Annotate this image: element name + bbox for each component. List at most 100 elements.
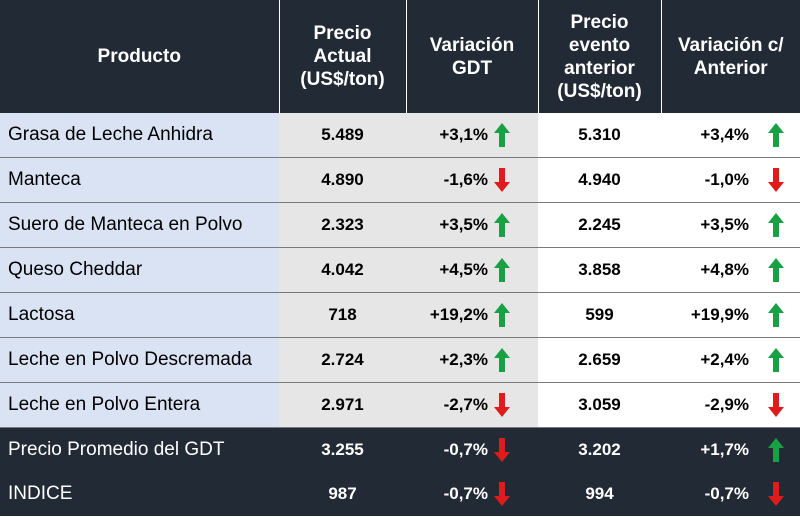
- gdt-change-arrow: [492, 427, 538, 472]
- previous-price: 994: [538, 472, 661, 516]
- arrow-down-icon: [767, 393, 784, 417]
- gdt-change-arrow: [492, 113, 538, 158]
- previous-change-arrow: [751, 202, 800, 248]
- gdt-change: +2,3%: [406, 337, 492, 383]
- header-previous-change-label: Variación c/ Anterior: [677, 34, 784, 79]
- current-price: 4.042: [279, 247, 406, 293]
- previous-price: 3.858: [538, 247, 661, 293]
- previous-price: 3.202: [538, 427, 661, 472]
- gdt-change-arrow: [492, 337, 538, 383]
- table-row: Lactosa 718 +19,2% 599 +19,9%: [0, 292, 800, 338]
- product-name: Lactosa: [0, 292, 279, 338]
- gdt-change-arrow: [492, 292, 538, 338]
- previous-change-arrow: [751, 157, 800, 203]
- gdt-change: +3,5%: [406, 202, 492, 248]
- current-price: 2.971: [279, 382, 406, 428]
- current-price: 987: [279, 472, 406, 516]
- previous-change: +4,8%: [661, 247, 751, 293]
- header-previous-price-label: Precio evento anterior (US$/ton): [557, 11, 642, 102]
- gdt-change: -1,6%: [406, 157, 492, 203]
- previous-change-arrow: [751, 292, 800, 338]
- previous-change: +1,7%: [661, 427, 751, 472]
- previous-change: -0,7%: [661, 472, 751, 516]
- table-row: Leche en Polvo Descremada 2.724 +2,3% 2.659…: [0, 337, 800, 383]
- previous-price: 2.659: [538, 337, 661, 383]
- arrow-up-icon: [767, 438, 784, 462]
- previous-price: 5.310: [538, 113, 661, 158]
- product-name: Leche en Polvo Descremada: [0, 337, 279, 383]
- current-price: 718: [279, 292, 406, 338]
- summary-row: INDICE 987 -0,7% 994 -0,7%: [0, 472, 800, 516]
- arrow-down-icon: [494, 438, 510, 462]
- gdt-change-arrow: [492, 472, 538, 516]
- header-previous-price: Precio evento anterior (US$/ton): [538, 0, 662, 113]
- table-row: Manteca 4.890 -1,6% 4.940 -1,0%: [0, 157, 800, 203]
- arrow-up-icon: [494, 213, 510, 237]
- arrow-up-icon: [767, 213, 784, 237]
- gdt-change-arrow: [492, 157, 538, 203]
- header-product: Producto: [0, 0, 280, 113]
- arrow-up-icon: [494, 123, 510, 147]
- arrow-up-icon: [767, 303, 784, 327]
- header-previous-change: Variación c/ Anterior: [661, 0, 800, 113]
- previous-change: -1,0%: [661, 157, 751, 203]
- gdt-change: +4,5%: [406, 247, 492, 293]
- table-row: Grasa de Leche Anhidra 5.489 +3,1% 5.310 +3,…: [0, 113, 800, 158]
- product-name: Grasa de Leche Anhidra: [0, 113, 279, 158]
- previous-change: +2,4%: [661, 337, 751, 383]
- product-name: Suero de Manteca en Polvo: [0, 202, 279, 248]
- arrow-up-icon: [767, 348, 784, 372]
- arrow-down-icon: [494, 393, 510, 417]
- arrow-up-icon: [494, 258, 510, 282]
- product-name: Leche en Polvo Entera: [0, 382, 279, 428]
- header-row: Producto Precio Actual (US$/ton) Variaci…: [0, 0, 800, 113]
- gdt-change: +19,2%: [406, 292, 492, 338]
- product-name: Manteca: [0, 157, 279, 203]
- previous-price: 2.245: [538, 202, 661, 248]
- gdt-change: -0,7%: [406, 427, 492, 472]
- gdt-change: +3,1%: [406, 113, 492, 158]
- previous-change-arrow: [751, 337, 800, 383]
- previous-change: -2,9%: [661, 382, 751, 428]
- product-name: Queso Cheddar: [0, 247, 279, 293]
- product-name: INDICE: [0, 472, 279, 516]
- previous-change: +3,4%: [661, 113, 751, 158]
- arrow-down-icon: [767, 482, 784, 506]
- arrow-up-icon: [494, 303, 510, 327]
- previous-change: +3,5%: [661, 202, 751, 248]
- arrow-down-icon: [494, 482, 510, 506]
- header-gdt-change: Variación GDT: [406, 0, 539, 113]
- table-row: Queso Cheddar 4.042 +4,5% 3.858 +4,8%: [0, 247, 800, 293]
- current-price: 2.724: [279, 337, 406, 383]
- gdt-change-arrow: [492, 202, 538, 248]
- table-row: Suero de Manteca en Polvo 2.323 +3,5% 2.245…: [0, 202, 800, 248]
- arrow-up-icon: [767, 123, 784, 147]
- arrow-up-icon: [767, 258, 784, 282]
- previous-price: 599: [538, 292, 661, 338]
- arrow-down-icon: [767, 168, 784, 192]
- header-current-price: Precio Actual (US$/ton): [279, 0, 407, 113]
- previous-price: 4.940: [538, 157, 661, 203]
- gdt-change-arrow: [492, 247, 538, 293]
- previous-change-arrow: [751, 427, 800, 472]
- previous-change-arrow: [751, 113, 800, 158]
- previous-change-arrow: [751, 247, 800, 293]
- table-body: Grasa de Leche Anhidra 5.489 +3,1% 5.310 +3,…: [0, 113, 800, 516]
- previous-change-arrow: [751, 382, 800, 428]
- previous-change-arrow: [751, 472, 800, 516]
- gdt-change: -2,7%: [406, 382, 492, 428]
- current-price: 2.323: [279, 202, 406, 248]
- arrow-up-icon: [494, 348, 510, 372]
- current-price: 4.890: [279, 157, 406, 203]
- product-name: Precio Promedio del GDT: [0, 427, 279, 472]
- arrow-down-icon: [494, 168, 510, 192]
- current-price: 3.255: [279, 427, 406, 472]
- previous-change: +19,9%: [661, 292, 751, 338]
- header-gdt-change-label: Variación GDT: [429, 34, 515, 79]
- summary-row: Precio Promedio del GDT 3.255 -0,7% 3.202 +1…: [0, 427, 800, 472]
- current-price: 5.489: [279, 113, 406, 158]
- gdt-change-arrow: [492, 382, 538, 428]
- previous-price: 3.059: [538, 382, 661, 428]
- table-row: Leche en Polvo Entera 2.971 -2,7% 3.059 -2,9…: [0, 382, 800, 428]
